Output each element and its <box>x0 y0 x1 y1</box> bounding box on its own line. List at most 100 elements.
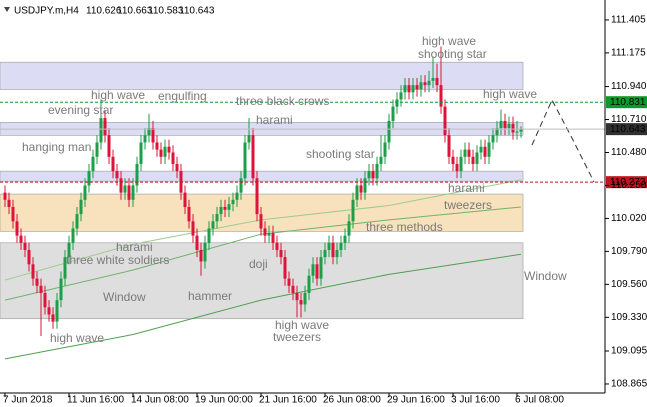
candle-body <box>403 85 407 93</box>
candle-body <box>415 85 419 90</box>
candle-body <box>39 285 43 293</box>
candle-body <box>211 221 215 229</box>
x-tick-label: 21 Jun 16:00 <box>259 395 317 406</box>
price-level-label: 110.643 <box>610 124 646 135</box>
candle-body <box>371 171 375 179</box>
x-tick-label: 29 Jun 16:00 <box>387 395 445 406</box>
candle-body <box>155 142 159 150</box>
candle-body <box>111 156 115 172</box>
candle-body <box>451 156 455 164</box>
candle-body <box>243 142 247 179</box>
candle-body <box>519 129 523 132</box>
candles <box>3 46 523 336</box>
candle-body <box>259 214 263 229</box>
candle-body <box>395 99 399 107</box>
annotation: high wave <box>483 87 537 101</box>
y-tick-label: 110.710 <box>611 114 647 125</box>
candle-body <box>487 142 491 157</box>
candle-body <box>163 146 167 157</box>
candle-body <box>139 142 143 164</box>
header-icon <box>4 7 10 12</box>
annotation: hammer <box>188 289 232 303</box>
projection-line <box>531 98 595 183</box>
candle-body <box>343 235 347 243</box>
candle-body <box>79 199 83 215</box>
x-tick-label: 19 Jun 00:00 <box>195 395 253 406</box>
candle-body <box>71 228 75 243</box>
candle-body <box>447 135 451 157</box>
candle-body <box>151 128 155 143</box>
candle-body <box>427 80 431 86</box>
candle-body <box>355 185 359 200</box>
candle-body <box>159 149 163 157</box>
annotation: engulfing <box>158 89 207 103</box>
candle-body <box>203 242 207 262</box>
annotation: doji <box>249 257 268 271</box>
annotation: three methods <box>366 220 443 234</box>
annotation: high wave <box>275 318 329 332</box>
candle-body <box>515 131 519 133</box>
header-symbol: USDJPY.m,H4 <box>14 6 79 17</box>
candle-body <box>323 249 327 258</box>
header-high: 110.663 <box>117 6 153 17</box>
candle-body <box>267 232 271 236</box>
candle-body <box>195 235 199 250</box>
annotation: hanging man <box>22 140 91 154</box>
candle-body <box>479 146 483 153</box>
candle-body <box>391 106 395 121</box>
candle-body <box>455 163 459 172</box>
candle-body <box>423 82 427 86</box>
annotation: high wave <box>91 88 145 102</box>
x-tick-label: 14 Jun 08:00 <box>131 395 189 406</box>
candle-body <box>75 214 79 229</box>
candle-body <box>431 77 435 81</box>
candle-body <box>335 249 339 258</box>
candle-body <box>99 118 103 143</box>
candle-body <box>7 199 11 207</box>
zone <box>0 61 524 90</box>
candle-body <box>59 278 63 301</box>
header-close: 110.643 <box>179 6 215 17</box>
annotation: high wave <box>422 34 476 48</box>
candle-body <box>363 178 367 193</box>
annotation: harami <box>448 181 485 195</box>
annotation: high wave <box>50 331 104 345</box>
candle-body <box>279 249 283 258</box>
candle-body <box>483 146 487 157</box>
candle-body <box>219 206 223 215</box>
candle-body <box>239 178 243 193</box>
candle-body <box>287 278 291 286</box>
candle-body <box>87 171 91 186</box>
candle-body <box>503 120 507 129</box>
y-tick-label: 109.330 <box>611 312 647 323</box>
candle-body <box>31 264 35 279</box>
candle-body <box>19 235 23 243</box>
candle-body <box>459 156 463 172</box>
price-level-label: 110.273 <box>610 177 646 188</box>
annotations: high wave engulfing evening star three blac… <box>22 34 567 345</box>
y-tick-label: 110.940 <box>611 81 647 92</box>
x-tick-label: 11 Jun 16:00 <box>67 395 125 406</box>
candle-body <box>115 171 119 179</box>
annotation: three black crows <box>236 94 329 108</box>
candle-body <box>491 135 495 143</box>
candle-body <box>191 221 195 236</box>
candle-body <box>63 257 67 279</box>
candle-body <box>327 242 331 250</box>
y-tick-label: 110.250 <box>611 180 647 191</box>
candle-body <box>175 163 179 172</box>
annotation: tweezers <box>273 330 321 344</box>
annotation: shooting star <box>306 147 375 161</box>
candle-body <box>147 128 151 136</box>
candle-body <box>231 199 235 205</box>
candle-body <box>475 152 479 164</box>
candle-body <box>123 185 127 193</box>
annotation: harami <box>256 113 293 127</box>
candle-body <box>91 156 95 172</box>
candle-body <box>303 292 307 305</box>
candle-body <box>47 307 51 315</box>
candle-body <box>127 185 131 200</box>
moving-average <box>4 253 522 360</box>
candle-body <box>463 149 467 157</box>
